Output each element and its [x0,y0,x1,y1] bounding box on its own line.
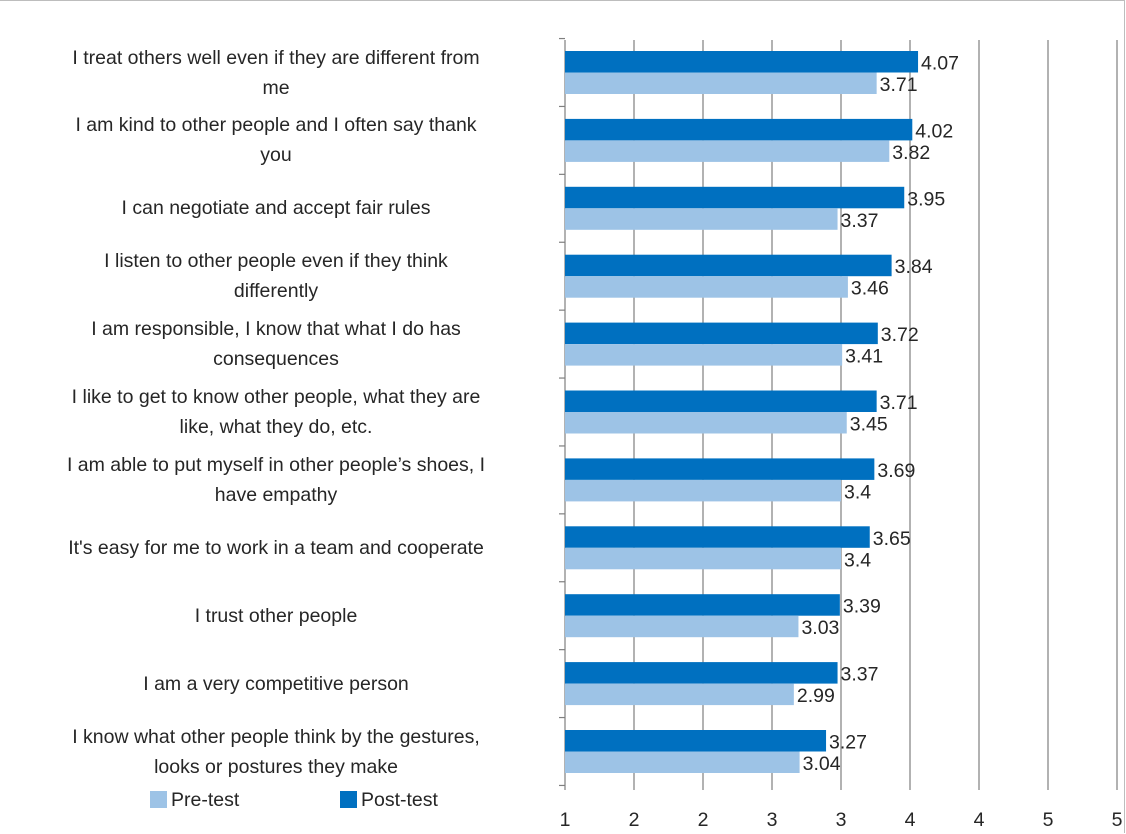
category-label-line: I like to get to know other people, what… [71,386,481,408]
bar-post-test [565,118,913,141]
category-label: I listen to other people even if they th… [0,246,552,306]
x-tick-label: 4 [905,809,916,831]
bar-post-test [565,322,878,345]
legend-swatch [150,791,167,808]
category-label: It's easy for me to work in a team and c… [0,533,552,563]
category-label-line: I am responsible, I know that what I do … [91,318,461,341]
legend-item-pre-test: Pre-test [150,785,239,815]
legend-swatch [340,791,357,808]
data-label-post-test: 3.37 [841,664,879,686]
bar-post-test [565,594,840,616]
category-label: I treat others well even if they are dif… [0,43,552,103]
data-label-post-test: 3.39 [843,596,881,618]
x-tick-label: 4 [974,809,985,831]
x-tick-label: 5 [1112,809,1123,831]
bar-pre-test [565,412,847,434]
data-label-post-test: 3.95 [907,188,945,210]
data-label-post-test: 3.69 [877,460,915,482]
category-label: I like to get to know other people, what… [0,382,552,442]
bar-pre-test [565,276,848,298]
data-label-post-test: 4.07 [921,53,959,75]
bar-pre-test [565,751,800,773]
x-tick-label: 3 [767,809,778,831]
legend-label: Pre-test [171,789,240,811]
category-label-line: I listen to other people even if they th… [104,250,448,273]
category-label-line: I am a very competitive person [143,672,409,695]
bar-pre-test [565,615,799,638]
bar-pre-test [565,140,890,162]
x-tick-label: 3 [836,809,847,831]
category-label-line: I am kind to other people and I often sa… [75,114,477,137]
x-tick-label: 5 [1043,809,1054,831]
bar-post-test [565,662,838,684]
bar-post-test [565,51,919,73]
category-label-line: I know what other people think by the ge… [72,725,480,748]
data-label-pre-test: 3.37 [841,210,879,232]
category-label-line: consequences [213,348,339,371]
x-tick-label: 1 [560,809,571,831]
data-label-pre-test: 3.03 [801,617,839,639]
data-label-pre-test: 3.82 [892,142,930,164]
category-label: I trust other people [0,601,552,631]
bar-post-test [565,526,870,548]
bar-pre-test [565,479,841,502]
category-label: I am kind to other people and I often sa… [0,110,552,170]
data-label-pre-test: 3.04 [803,753,841,775]
category-label-line: looks or postures they make [154,755,398,778]
category-label: I am a very competitive person [0,669,552,699]
category-label-line: I trust other people [194,604,358,627]
data-label-pre-test: 2.99 [797,685,835,707]
legend-item-post-test: Post-test [340,785,438,815]
category-label-line: me [262,76,290,99]
bar-post-test [565,254,892,277]
data-label-pre-test: 3.71 [880,74,918,96]
category-label-line: like, what they do, etc. [179,416,373,438]
data-label-pre-test: 3.45 [850,414,888,436]
data-label-pre-test: 3.41 [845,346,883,368]
bar-pre-test [565,344,843,366]
category-label-line: have empathy [214,483,338,506]
data-label-pre-test: 3.4 [844,549,871,571]
data-label-post-test: 3.65 [873,528,911,550]
data-label-pre-test: 3.46 [851,278,889,300]
category-label-line: I am able to put myself in other people’… [66,453,486,476]
bar-pre-test [565,683,794,706]
data-label-pre-test: 3.4 [844,481,871,503]
category-label-line: It's easy for me to work in a team and c… [68,536,484,559]
data-label-post-test: 4.02 [915,120,953,142]
bar-post-test [565,390,877,412]
bar-pre-test [565,72,877,94]
x-tick-label: 2 [698,809,709,831]
category-label: I know what other people think by the ge… [0,722,552,782]
data-label-post-test: 3.84 [895,256,933,278]
data-label-post-test: 3.71 [880,392,918,414]
category-label-line: I treat others well even if they are dif… [72,46,480,69]
category-label: I am responsible, I know that what I do … [0,314,552,374]
legend-label: Post-test [361,789,438,811]
data-label-post-test: 3.27 [829,732,867,754]
bar-post-test [565,730,827,752]
bar-pre-test [565,547,841,570]
category-label: I can negotiate and accept fair rules [0,193,552,223]
bar-post-test [565,458,875,480]
category-label-line: I can negotiate and accept fair rules [121,197,431,220]
category-label-line: you [260,144,292,167]
x-tick-label: 2 [629,809,640,831]
category-label: I am able to put myself in other people’… [0,450,552,510]
bar-pre-test [565,208,838,230]
bar-post-test [565,186,905,209]
data-label-post-test: 3.72 [881,324,919,346]
category-label-line: differently [233,280,319,303]
